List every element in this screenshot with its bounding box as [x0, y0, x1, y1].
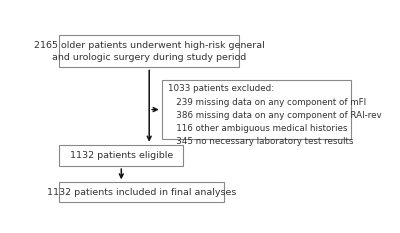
- FancyBboxPatch shape: [162, 80, 351, 139]
- Text: 2165 older patients underwent high-risk general
and urologic surgery during stud: 2165 older patients underwent high-risk …: [34, 41, 264, 62]
- Text: 1132 patients included in final analyses: 1132 patients included in final analyses: [47, 188, 236, 197]
- FancyBboxPatch shape: [59, 144, 183, 166]
- Text: 1132 patients eligible: 1132 patients eligible: [70, 151, 173, 160]
- FancyBboxPatch shape: [59, 35, 239, 67]
- Text: 1033 patients excluded:
   239 missing data on any component of mFI
   386 missi: 1033 patients excluded: 239 missing data…: [168, 85, 382, 146]
- FancyBboxPatch shape: [59, 182, 224, 202]
